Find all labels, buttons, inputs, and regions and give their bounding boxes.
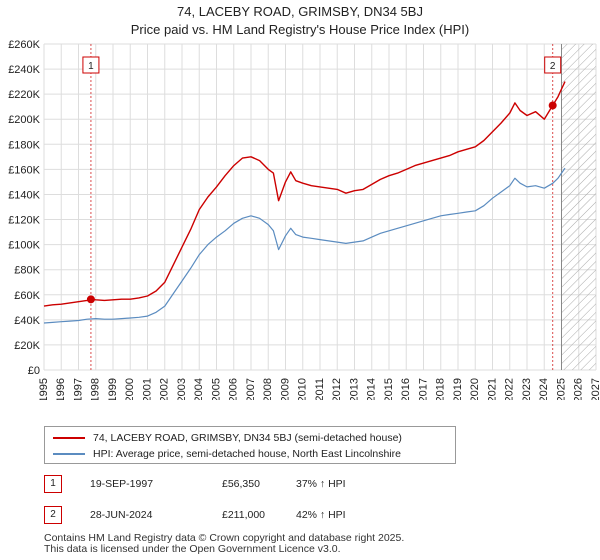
y-tick-label: £240K bbox=[8, 64, 40, 76]
x-tick-label: 2003 bbox=[176, 378, 188, 400]
x-tick-label: 2026 bbox=[573, 378, 585, 400]
x-tick-label: 2019 bbox=[452, 378, 464, 400]
sale-price-1: £56,350 bbox=[222, 478, 260, 490]
legend-swatch-property bbox=[53, 437, 85, 439]
sale-price-2: £211,000 bbox=[222, 509, 266, 521]
legend-label-hpi: HPI: Average price, semi-detached house,… bbox=[93, 448, 401, 460]
x-tick-label: 2011 bbox=[314, 378, 326, 400]
x-tick-label: 2024 bbox=[538, 378, 550, 400]
property-price-line bbox=[43, 81, 566, 307]
y-tick-label: £0 bbox=[28, 365, 40, 377]
x-tick-label: 2014 bbox=[366, 378, 378, 400]
legend-label-property: 74, LACEBY ROAD, GRIMSBY, DN34 5BJ (semi… bbox=[93, 432, 402, 444]
y-tick-label: £40K bbox=[14, 315, 40, 327]
x-tick-label: 1998 bbox=[90, 378, 102, 400]
x-tick-label: 2018 bbox=[435, 378, 447, 400]
x-tick-label: 2010 bbox=[297, 378, 309, 400]
legend: 74, LACEBY ROAD, GRIMSBY, DN34 5BJ (semi… bbox=[44, 426, 456, 464]
x-tick-label: 2013 bbox=[348, 378, 360, 400]
x-tick-label: 1995 bbox=[38, 378, 50, 400]
sale-label-box-2 bbox=[544, 56, 562, 74]
chart-title: 74, LACEBY ROAD, GRIMSBY, DN34 5BJ bbox=[177, 4, 423, 19]
x-tick-label: 2001 bbox=[141, 378, 153, 400]
x-tick-label: 2008 bbox=[262, 378, 274, 400]
sale-marker-1 bbox=[86, 295, 95, 304]
x-tick-label: 1997 bbox=[72, 378, 84, 400]
x-tick-label: 2000 bbox=[124, 378, 136, 400]
y-tick-label: £180K bbox=[8, 139, 40, 151]
y-tick-label: £220K bbox=[8, 89, 40, 101]
x-tick-label: 2005 bbox=[210, 378, 222, 400]
x-tick-label: 2022 bbox=[504, 378, 516, 400]
sale-hpi-1: 37% ↑ HPI bbox=[296, 478, 346, 490]
x-tick-label: 2012 bbox=[331, 378, 343, 400]
x-tick-label: 2004 bbox=[193, 378, 205, 400]
sale-badge-2: 2 bbox=[44, 506, 62, 524]
y-tick-label: £120K bbox=[8, 215, 40, 227]
sale-hpi-2: 42% ↑ HPI bbox=[296, 509, 346, 521]
sale-label-2: 2 bbox=[550, 61, 556, 72]
x-tick-label: 2027 bbox=[590, 378, 600, 400]
sale-date-1: 19-SEP-1997 bbox=[90, 478, 154, 490]
footer-copyright: Contains HM Land Registry data © Crown c… bbox=[44, 532, 405, 544]
x-tick-label: 2007 bbox=[245, 378, 257, 400]
x-tick-label: 2021 bbox=[486, 378, 498, 400]
y-tick-label: £80K bbox=[14, 265, 40, 277]
chart-subtitle: Price paid vs. HM Land Registry's House … bbox=[130, 22, 470, 37]
price-chart: 1 2 £0 £20K £40K £60K £80K £100K £120K £140K £160… bbox=[8, 39, 600, 400]
sale-label-1: 1 bbox=[88, 61, 94, 72]
x-tick-label: 2009 bbox=[279, 378, 291, 400]
legend-item-property: 74, LACEBY ROAD, GRIMSBY, DN34 5BJ (semi… bbox=[53, 431, 402, 445]
x-tick-label: 2015 bbox=[383, 378, 395, 400]
x-tick-label: 2020 bbox=[469, 378, 481, 400]
forecast-hatch bbox=[561, 44, 596, 370]
sale-label-box-1 bbox=[82, 56, 100, 74]
x-tick-label: 2016 bbox=[400, 378, 412, 400]
y-tick-label: £200K bbox=[8, 114, 40, 126]
x-tick-label: 1996 bbox=[55, 378, 67, 400]
footer-licence: This data is licensed under the Open Gov… bbox=[44, 543, 341, 555]
x-tick-label: 2023 bbox=[521, 378, 533, 400]
y-tick-label: £160K bbox=[8, 164, 40, 176]
x-tick-label: 2002 bbox=[159, 378, 171, 400]
y-tick-label: £100K bbox=[8, 240, 40, 252]
sale-date-2: 28-JUN-2024 bbox=[90, 509, 153, 521]
legend-item-hpi: HPI: Average price, semi-detached house,… bbox=[53, 447, 401, 461]
sale-badge-1: 1 bbox=[44, 475, 62, 493]
y-tick-label: £140K bbox=[8, 189, 40, 201]
hpi-line bbox=[43, 167, 566, 324]
y-tick-label: £20K bbox=[14, 340, 40, 352]
legend-swatch-hpi bbox=[53, 453, 85, 455]
x-tick-label: 2006 bbox=[228, 378, 240, 400]
x-tick-label: 2017 bbox=[417, 378, 429, 400]
y-tick-label: £60K bbox=[14, 290, 40, 302]
x-tick-label: 1999 bbox=[107, 378, 119, 400]
sale-marker-2 bbox=[548, 101, 557, 110]
x-tick-label: 2025 bbox=[555, 378, 567, 400]
y-tick-label: £260K bbox=[8, 39, 40, 51]
